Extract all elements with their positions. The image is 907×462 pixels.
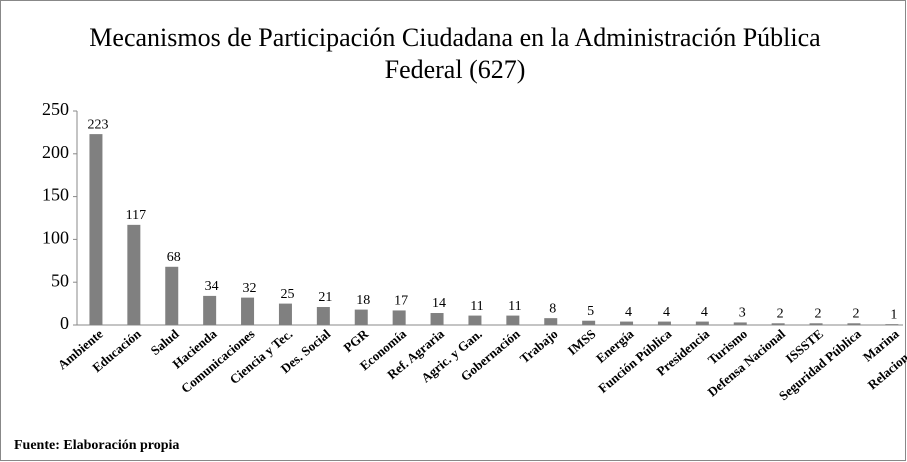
- bar: [392, 310, 406, 325]
- data-label: 17: [394, 294, 408, 309]
- data-label: 4: [663, 305, 670, 320]
- bar: [771, 323, 785, 325]
- data-label: 5: [587, 304, 594, 319]
- data-label: 68: [167, 250, 181, 265]
- bar: [316, 307, 330, 325]
- data-label: 3: [739, 306, 746, 321]
- bar: [354, 309, 368, 325]
- bar: [278, 303, 292, 325]
- bar: [544, 318, 558, 325]
- data-label: 14: [432, 296, 446, 311]
- bar: [885, 324, 899, 325]
- data-label: 4: [625, 305, 632, 320]
- bar: [203, 295, 217, 325]
- data-label: 4: [701, 305, 708, 320]
- y-tick-label: 250: [42, 99, 69, 119]
- chart-title: Mecanismos de Participación Ciudadana en…: [89, 23, 821, 84]
- data-label: 8: [549, 301, 556, 316]
- bar: [620, 321, 634, 325]
- data-label: 117: [126, 208, 146, 223]
- data-label: 2: [852, 307, 859, 322]
- bar: [582, 320, 596, 325]
- bar: [165, 266, 179, 325]
- y-tick-label: 50: [51, 270, 69, 290]
- bar: [241, 297, 255, 325]
- y-tick-label: 200: [42, 142, 69, 162]
- bar: [506, 315, 520, 325]
- bar: [657, 321, 671, 325]
- data-label: 2: [777, 307, 784, 322]
- data-label: 25: [280, 287, 294, 302]
- data-label: 1: [890, 307, 897, 322]
- source-note: Fuente: Elaboración propia: [14, 438, 179, 453]
- data-label: 223: [87, 117, 108, 132]
- bar: [847, 323, 861, 325]
- bar: [809, 323, 823, 325]
- bar: [695, 321, 709, 325]
- y-tick-label: 100: [42, 228, 69, 248]
- data-label: 34: [205, 279, 219, 294]
- data-label: 21: [318, 290, 332, 305]
- y-tick-label: 0: [60, 313, 69, 333]
- data-label: 11: [470, 299, 483, 314]
- data-label: 2: [815, 307, 822, 322]
- data-label: 18: [356, 293, 370, 308]
- bar: [430, 313, 444, 325]
- bar: [733, 322, 747, 325]
- bar: [89, 134, 103, 325]
- data-label: 32: [243, 281, 257, 296]
- bar: [127, 224, 141, 325]
- data-label: 11: [508, 299, 521, 314]
- y-tick-label: 150: [42, 185, 69, 205]
- bar: [468, 315, 482, 325]
